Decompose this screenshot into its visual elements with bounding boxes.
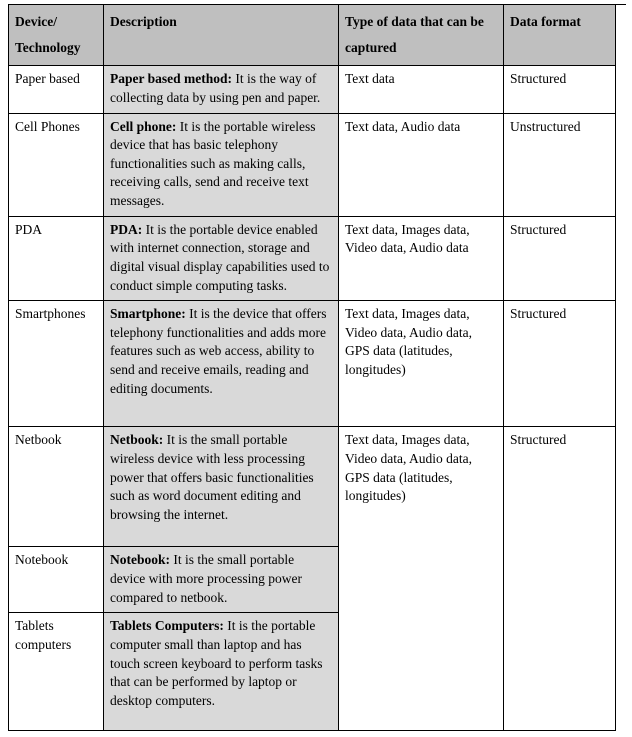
desc-text: It is the portable device enabled with i…	[110, 222, 329, 293]
cell-device: Cell Phones	[9, 114, 104, 217]
devices-table: Device/ Technology Description Type of d…	[8, 4, 626, 731]
col-header-device: Device/ Technology	[9, 5, 104, 66]
cell-description: Smartphone: It is the device that offers…	[104, 301, 339, 427]
cell-description: PDA: It is the portable device enabled w…	[104, 217, 339, 302]
cell-description: Paper based method: It is the way of col…	[104, 66, 339, 113]
cell-format: Structured	[504, 66, 616, 113]
cell-device: PDA	[9, 217, 104, 302]
cell-capture: Text data, Images data, Video data, Audi…	[339, 301, 504, 427]
desc-term: Netbook:	[110, 432, 163, 447]
col-header-description: Description	[104, 5, 339, 66]
desc-term: Tablets Computers:	[110, 618, 224, 633]
cell-capture: Text data	[339, 66, 504, 113]
col-header-capture: Type of data that can be captured	[339, 5, 504, 66]
cell-format-merged: Structured	[504, 427, 616, 731]
cell-capture-merged: Text data, Images data, Video data, Audi…	[339, 427, 504, 731]
cell-format: Structured	[504, 217, 616, 302]
cell-format: Structured	[504, 301, 616, 427]
cell-format: Unstructured	[504, 114, 616, 217]
desc-term: Paper based method:	[110, 71, 232, 86]
cell-description: Notebook: It is the small portable devic…	[104, 547, 339, 613]
cell-device: Netbook	[9, 427, 104, 547]
cell-description: Tablets Computers: It is the portable co…	[104, 613, 339, 731]
cell-device: Smartphones	[9, 301, 104, 427]
desc-term: Notebook:	[110, 552, 170, 567]
desc-term: Smartphone:	[110, 306, 186, 321]
col-header-format: Data format	[504, 5, 616, 66]
cell-capture: Text data, Audio data	[339, 114, 504, 217]
desc-term: Cell phone:	[110, 119, 176, 134]
desc-term: PDA:	[110, 222, 142, 237]
cell-device: Paper based	[9, 66, 104, 113]
cell-description: Cell phone: It is the portable wireless …	[104, 114, 339, 217]
cell-capture: Text data, Images data, Video data, Audi…	[339, 217, 504, 302]
cell-device: Notebook	[9, 547, 104, 613]
page: Device/ Technology Description Type of d…	[0, 0, 632, 737]
cell-description: Netbook: It is the small portable wirele…	[104, 427, 339, 547]
cell-device: Tablets computers	[9, 613, 104, 731]
